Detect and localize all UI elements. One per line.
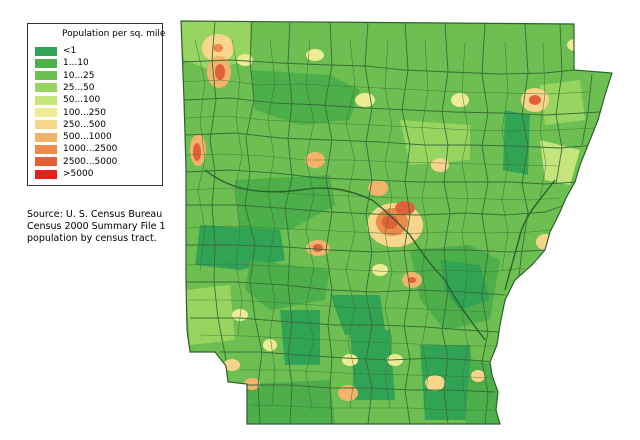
legend-swatch <box>35 169 57 179</box>
legend-swatch <box>35 58 57 68</box>
urban-northwest <box>202 34 253 88</box>
legend-label: 50...100 <box>63 95 101 106</box>
rivers <box>204 169 556 341</box>
map-fill-layer <box>181 21 612 424</box>
legend-swatch <box>35 108 57 117</box>
gulf-plain-zone-2 <box>280 310 320 365</box>
source-note: Source: U. S. Census Bureau Census 2000 … <box>27 209 166 245</box>
source-line-1: Source: U. S. Census Bureau <box>27 209 163 220</box>
legend-label: 500...1000 <box>63 132 112 143</box>
legend-row: >5000 <box>35 169 93 179</box>
gulf-plain-zone-3 <box>350 330 395 400</box>
legend-label: 250...500 <box>63 119 106 130</box>
source-line-2: Census 2000 Summary File 1 <box>27 221 166 232</box>
legend-row: 250...500 <box>35 120 106 130</box>
delta-zone-north <box>503 110 530 175</box>
legend-row: 500...1000 <box>35 132 112 142</box>
legend-title: Population per sq. mile <box>62 29 166 39</box>
state-outline <box>180 20 613 425</box>
legend-label: <1 <box>63 46 77 56</box>
legend-row: 25...50 <box>35 83 95 93</box>
urban-hot-springs <box>306 240 330 256</box>
urban-small-towns <box>224 39 583 401</box>
legend-row: 50...100 <box>35 95 100 105</box>
legend-swatch <box>35 120 57 130</box>
legend-label: 10...25 <box>63 70 95 81</box>
legend-row: 100...250 <box>35 108 106 118</box>
legend-label: 1000...2500 <box>63 144 118 155</box>
legend-swatch <box>35 83 57 93</box>
county-boundaries <box>181 21 601 424</box>
legend-row: 2500...5000 <box>35 157 117 167</box>
legend-swatch <box>35 71 57 81</box>
delta-zone-dark <box>440 260 490 310</box>
legend-label: 100...250 <box>63 107 106 118</box>
legend-swatch <box>35 95 57 105</box>
legend-row: <1 <box>35 46 76 56</box>
source-line-3: population by census tract. <box>27 233 157 244</box>
urban-pine-bluff <box>402 272 422 288</box>
gulf-plain-zone-4 <box>420 345 475 420</box>
legend: Population per sq. mile <1 1...10 10...25 2… <box>27 23 166 186</box>
legend-swatch <box>35 132 57 142</box>
legend-swatch <box>35 46 57 56</box>
tract-boundaries <box>181 39 596 411</box>
north-central-zone <box>400 120 470 165</box>
ouachita-zone-west <box>195 225 285 270</box>
legend-swatch <box>35 144 57 154</box>
legend-label: 1...10 <box>63 58 89 69</box>
legend-label: 2500...5000 <box>63 156 118 167</box>
legend-swatch <box>35 157 57 167</box>
legend-label: >5000 <box>63 169 94 179</box>
ozark-forest-zone <box>250 70 360 125</box>
legend-row: 1000...2500 <box>35 144 117 154</box>
legend-row: 1...10 <box>35 58 89 68</box>
southwest-county-zone <box>186 285 235 345</box>
urban-fort-smith <box>190 134 206 166</box>
legend-row: 10...25 <box>35 71 95 81</box>
legend-label: 25...50 <box>63 82 95 93</box>
